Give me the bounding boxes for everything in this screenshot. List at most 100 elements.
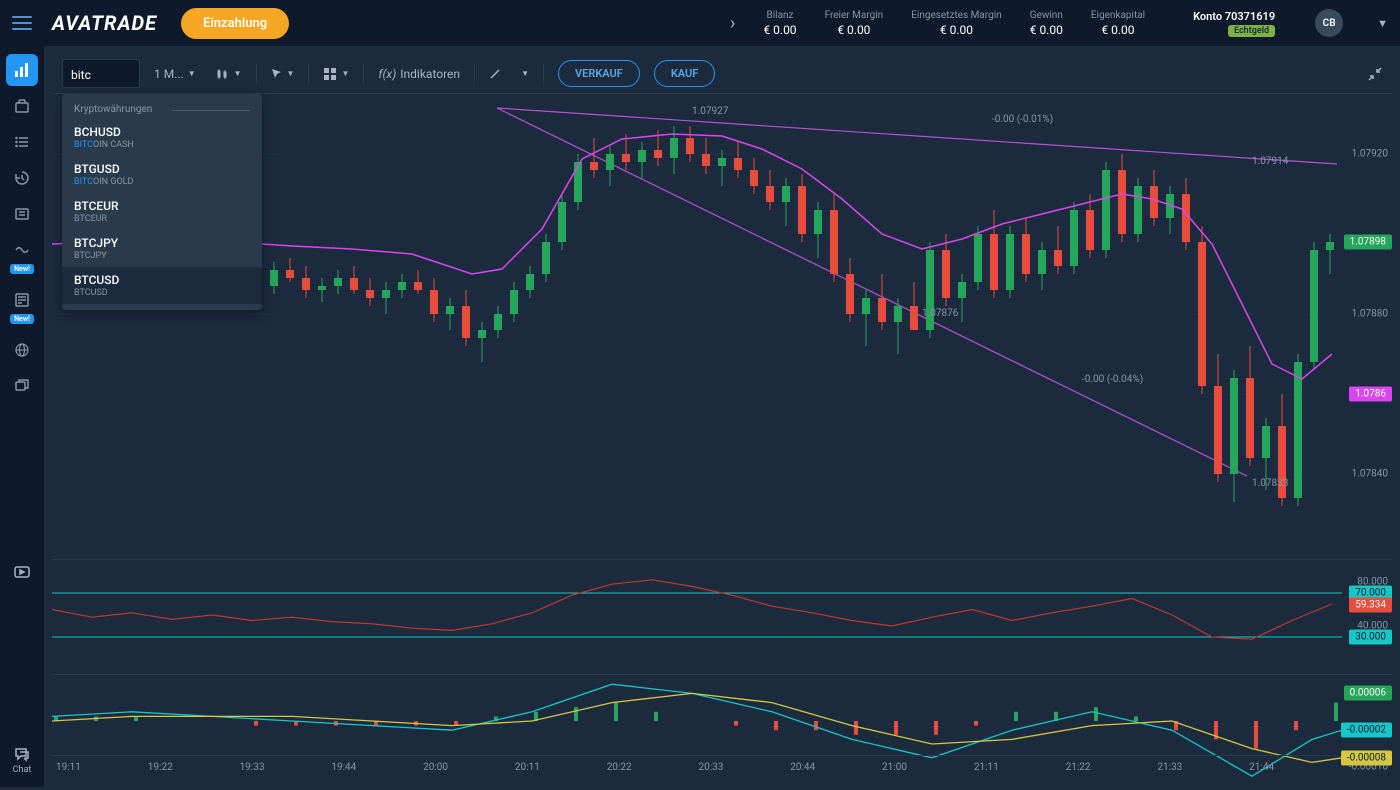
stat: Gewinn € 0.00 — [1030, 10, 1063, 37]
deposit-button[interactable]: Einzahlung — [181, 8, 289, 39]
time-tick: 19:22 — [144, 756, 236, 779]
symbol-search-input[interactable] — [71, 68, 131, 82]
rsi-current-tag: 59.334 — [1349, 597, 1392, 612]
stat: Freier Margin € 0.00 — [825, 10, 884, 37]
time-tick: 20:33 — [694, 756, 786, 779]
sidebar-chat[interactable]: Chat — [13, 745, 32, 775]
draw-tool[interactable] — [483, 64, 507, 84]
hamburger-menu-icon[interactable] — [12, 16, 32, 30]
stat-label: Bilanz — [766, 10, 793, 21]
stat-label: Freier Margin — [825, 10, 884, 21]
dropdown-symbol: BTCUSD — [74, 273, 250, 287]
dropdown-item[interactable]: BTCUSDBTCUSD — [62, 267, 262, 304]
dropdown-symbol: BTGUSD — [74, 162, 250, 176]
dropdown-name: BTCJPY — [74, 251, 250, 261]
dropdown-symbol: BTCJPY — [74, 236, 250, 250]
stat: Bilanz € 0.00 — [763, 10, 796, 37]
user-menu-chevron-icon[interactable]: ▼ — [1377, 17, 1388, 30]
price-tag: 1.07898 — [1344, 235, 1392, 250]
time-tick: 19:33 — [236, 756, 328, 779]
dropdown-item[interactable]: BCHUSDBITCOIN CASH — [62, 119, 262, 156]
dropdown-category: Kryptowährungen — [62, 100, 262, 119]
stat: Eigenkapital € 0.00 — [1091, 10, 1145, 37]
chart-annotation: -0.00 (-0.04%) — [1082, 374, 1143, 385]
chart-annotation: 1.07914 — [1252, 156, 1288, 167]
time-tick: 21:33 — [1153, 756, 1245, 779]
dropdown-symbol: BTCEUR — [74, 199, 250, 213]
account-id: Konto 70371619 — [1193, 10, 1275, 23]
time-tick: 21:00 — [878, 756, 970, 779]
account-stats: › Bilanz€ 0.00Freier Margin€ 0.00Eingese… — [730, 9, 1388, 37]
time-tick: 21:44 — [1245, 756, 1337, 779]
time-tick: 20:00 — [419, 756, 511, 779]
sidebar-windows[interactable] — [6, 370, 38, 402]
time-tick: 19:11 — [52, 756, 144, 779]
dropdown-name: BITCOIN CASH — [74, 140, 250, 150]
sidebar-charts[interactable] — [6, 54, 38, 86]
user-avatar[interactable]: CB — [1315, 9, 1343, 37]
symbol-search[interactable] — [62, 59, 140, 88]
stat-value: € 0.00 — [763, 23, 796, 37]
sidebar-video[interactable] — [13, 563, 31, 581]
sidebar-history[interactable] — [6, 162, 38, 194]
chart-annotation: 1.07833 — [1252, 478, 1288, 489]
timeframe-selector[interactable]: 1 M... ▼ — [148, 63, 202, 85]
sidebar-globe[interactable] — [6, 334, 38, 366]
sidebar-list[interactable] — [6, 126, 38, 158]
sidebar-news[interactable] — [6, 198, 38, 230]
account-info: Konto 70371619 Echtgeld — [1193, 10, 1275, 37]
stats-expand-icon[interactable]: › — [730, 13, 735, 34]
left-sidebar: New! New! Chat — [0, 46, 44, 787]
new-badge: New! — [10, 264, 34, 274]
stat-value: € 0.00 — [940, 23, 973, 37]
app-header: AVATRADE Einzahlung › Bilanz€ 0.00Freier… — [0, 0, 1400, 46]
stat-value: € 0.00 — [1101, 23, 1134, 37]
dropdown-item[interactable]: BTCJPYBTCJPY — [62, 230, 262, 267]
draw-tool-chevron[interactable]: ▼ — [515, 65, 535, 82]
account-type-badge: Echtgeld — [1228, 25, 1275, 37]
cursor-selector[interactable]: ▼ — [265, 64, 301, 84]
chart-annotation: 1.07927 — [692, 106, 728, 117]
sell-button[interactable]: VERKAUF — [558, 60, 640, 87]
dropdown-name: BITCOIN GOLD — [74, 177, 250, 187]
stat-value: € 0.00 — [1030, 23, 1063, 37]
y-axis-label: 1.07840 — [1352, 469, 1388, 480]
layout-selector[interactable]: ▼ — [317, 63, 355, 85]
y-axis-label: 1.07880 — [1352, 309, 1388, 320]
macd-tag: 0.00006 — [1344, 686, 1392, 701]
y-axis-label: 1.07920 — [1352, 149, 1388, 160]
macd-tag: -0.00002 — [1341, 723, 1392, 738]
main-area: 1 M... ▼ ▼ ▼ ▼ f(x) Indikatoren ▼ VERKAU… — [44, 46, 1400, 787]
dropdown-item[interactable]: BTGUSDBITCOIN GOLD — [62, 156, 262, 193]
sidebar-briefcase[interactable] — [6, 90, 38, 122]
time-tick: 21:22 — [1062, 756, 1154, 779]
chart-annotation: -0.00 (-0.01%) — [992, 114, 1053, 125]
dropdown-item[interactable]: BTCEURBTCEUR — [62, 193, 262, 230]
price-tag: 1.0786 — [1349, 387, 1392, 402]
sidebar-signals[interactable]: New! — [6, 234, 38, 266]
stat-label: Eigenkapital — [1091, 10, 1145, 21]
stat-label: Gewinn — [1030, 10, 1063, 21]
symbol-search-dropdown: Kryptowährungen BCHUSDBITCOIN CASHBTGUSD… — [62, 94, 262, 310]
new-badge: New! — [10, 314, 34, 324]
rsi-band-tag: 30.000 — [1349, 630, 1392, 645]
stat: Eingesetztes Margin€ 0.00 — [911, 10, 1002, 37]
buy-button[interactable]: KAUF — [654, 60, 716, 87]
time-tick: 20:11 — [511, 756, 603, 779]
sidebar-feed[interactable]: New! — [6, 284, 38, 316]
time-axis: 19:1119:2219:3319:4420:0020:1120:2220:33… — [52, 755, 1337, 779]
indicators-button[interactable]: f(x) Indikatoren — [372, 63, 466, 85]
rsi-chart[interactable]: 80.00040.00070.00030.00059.334 — [52, 559, 1392, 669]
chart-type-selector[interactable]: ▼ — [210, 63, 248, 85]
time-tick: 20:22 — [603, 756, 695, 779]
chart-panel: 1 M... ▼ ▼ ▼ ▼ f(x) Indikatoren ▼ VERKAU… — [52, 54, 1392, 779]
collapse-icon[interactable] — [1368, 67, 1382, 81]
time-tick: 21:11 — [970, 756, 1062, 779]
stat-value: € 0.00 — [837, 23, 870, 37]
chart-annotation: 1.07876 — [922, 308, 958, 319]
chart-toolbar: 1 M... ▼ ▼ ▼ ▼ f(x) Indikatoren ▼ VERKAU… — [52, 54, 1392, 94]
chat-label: Chat — [13, 765, 32, 775]
time-tick: 19:44 — [327, 756, 419, 779]
brand-logo: AVATRADE — [52, 11, 157, 35]
dropdown-name: BTCEUR — [74, 214, 250, 224]
